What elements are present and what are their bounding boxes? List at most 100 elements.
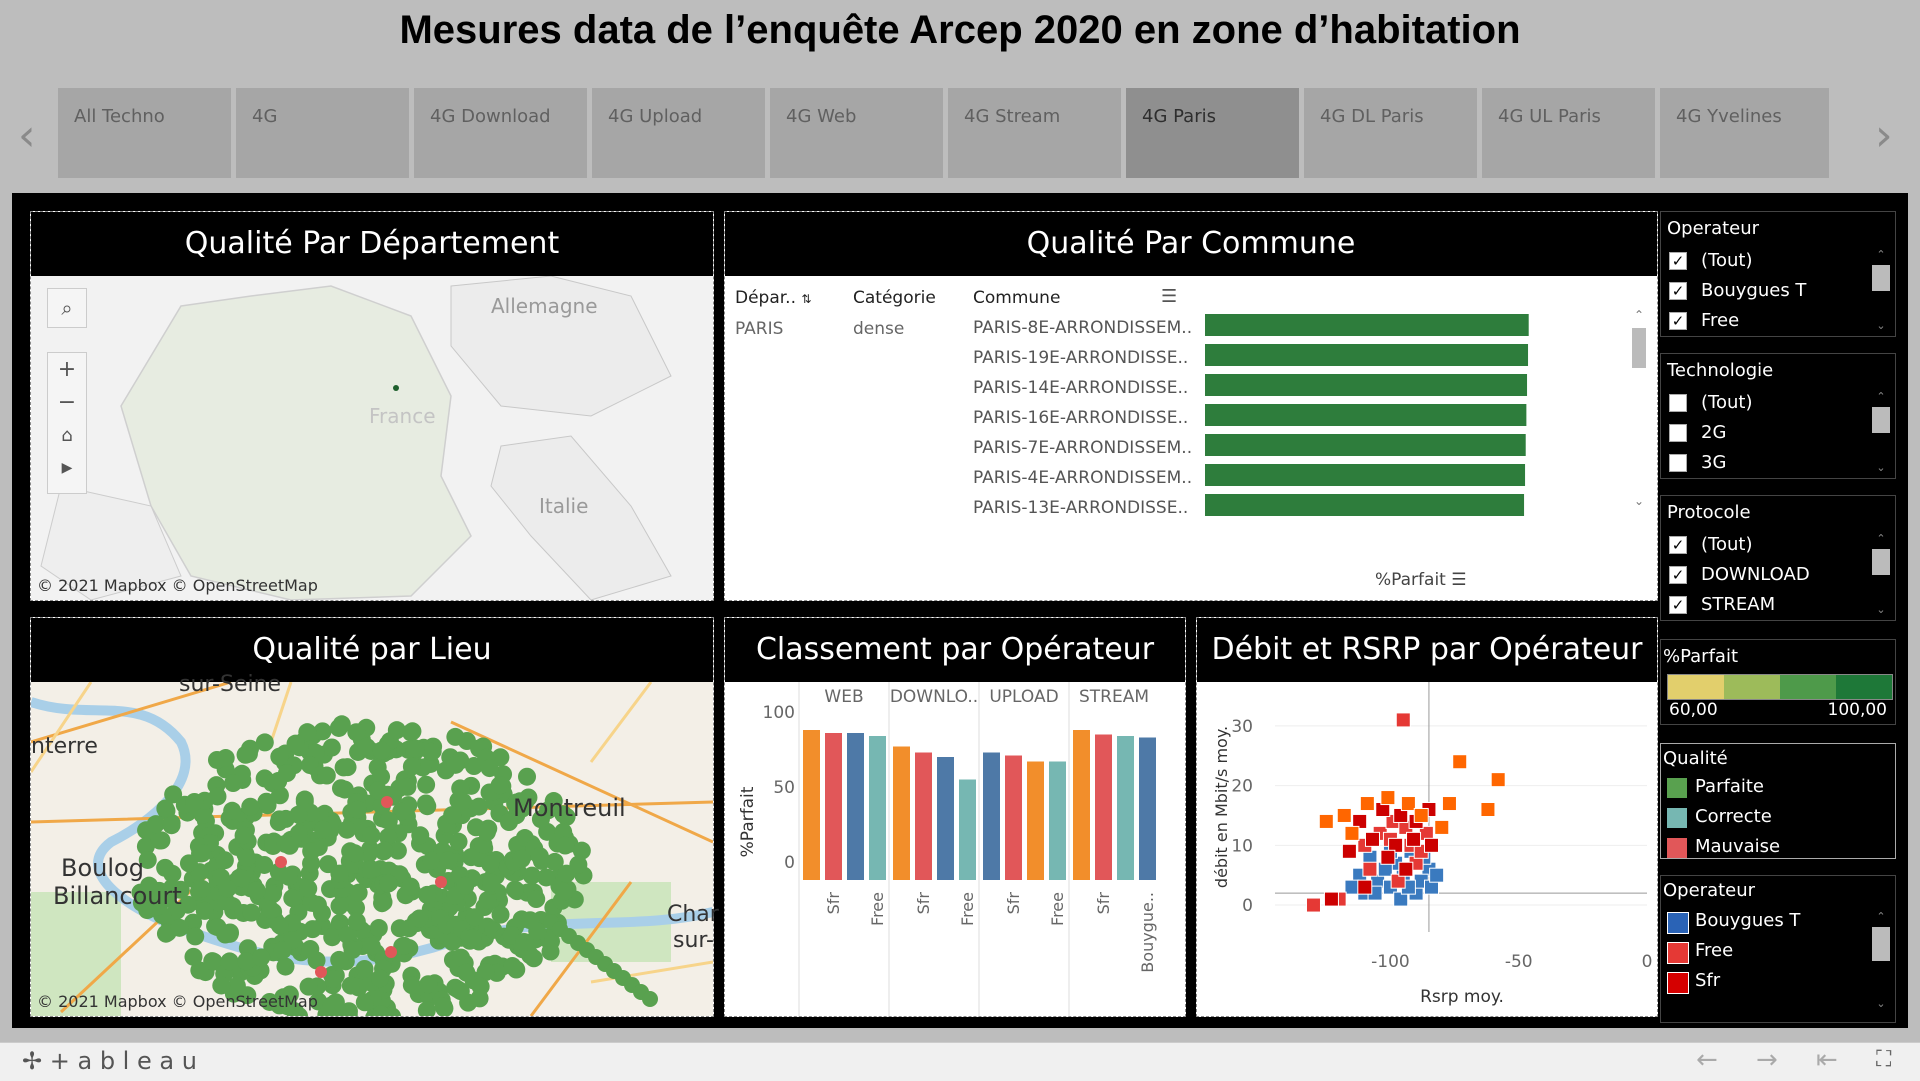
measure-dot[interactable] xyxy=(462,848,481,867)
operator-point[interactable] xyxy=(1452,754,1468,770)
measure-dot[interactable] xyxy=(398,777,417,796)
measure-dot[interactable] xyxy=(469,797,488,816)
measure-dot[interactable] xyxy=(185,792,204,811)
measure-dot[interactable] xyxy=(355,959,374,978)
zoom-out-icon[interactable]: − xyxy=(57,390,77,415)
measure-dot[interactable] xyxy=(204,952,223,971)
checkbox-label[interactable]: 2G xyxy=(1701,422,1727,443)
operator-bar[interactable] xyxy=(1139,737,1156,881)
classement-bar-chart[interactable]: %Parfait 0 50 100 WEB Sfr Free DOWNLO.. Sfr Free U… xyxy=(725,682,1185,1016)
operator-point[interactable] xyxy=(1362,861,1378,877)
measure-dot[interactable] xyxy=(406,739,425,758)
col-header-categorie[interactable]: Catégorie xyxy=(853,288,936,308)
operator-point[interactable] xyxy=(1393,891,1409,907)
measure-dot[interactable] xyxy=(422,851,441,870)
measure-dot[interactable] xyxy=(417,1001,436,1016)
measure-dot[interactable] xyxy=(313,820,332,839)
legend-swatch[interactable] xyxy=(1667,838,1687,858)
measure-dot[interactable] xyxy=(330,896,349,915)
measure-dot[interactable] xyxy=(357,737,376,756)
col-header-commune[interactable]: Commune xyxy=(973,288,1061,308)
measure-dot[interactable] xyxy=(170,918,189,937)
measure-dot[interactable] xyxy=(521,911,540,930)
scrollbar[interactable]: ⌃ ⌄ xyxy=(1871,390,1891,474)
measure-dot[interactable] xyxy=(332,715,351,734)
commune-bar[interactable] xyxy=(1205,494,1525,516)
measure-dot[interactable] xyxy=(518,767,537,786)
tab-6[interactable]: 4G Paris xyxy=(1126,88,1299,178)
measure-dot[interactable] xyxy=(349,883,368,902)
measure-dot[interactable] xyxy=(544,792,563,811)
measure-dot-bad[interactable] xyxy=(381,796,393,808)
measure-dot[interactable] xyxy=(224,774,243,793)
measure-dot[interactable] xyxy=(290,1007,308,1016)
measure-dot[interactable] xyxy=(456,876,475,895)
measure-dot[interactable] xyxy=(371,1005,390,1016)
operator-point[interactable] xyxy=(1441,796,1457,812)
measure-dot[interactable] xyxy=(140,876,159,895)
measure-dot[interactable] xyxy=(531,810,550,829)
measure-dot[interactable] xyxy=(355,993,374,1012)
checkbox[interactable] xyxy=(1669,454,1687,472)
measure-dot[interactable] xyxy=(142,899,161,918)
operator-bar[interactable] xyxy=(959,779,976,881)
sort-icon[interactable]: ⇅ xyxy=(801,292,812,306)
checkbox-label[interactable]: 3G xyxy=(1701,452,1727,473)
measure-dot[interactable] xyxy=(503,957,522,976)
revert-icon[interactable]: ⇤ xyxy=(1816,1045,1838,1075)
redo-icon[interactable]: → xyxy=(1756,1045,1778,1075)
measure-dot[interactable] xyxy=(237,848,256,867)
operator-point[interactable] xyxy=(1344,825,1360,841)
measure-dot[interactable] xyxy=(223,801,242,820)
measure-dot-bad[interactable] xyxy=(385,946,397,958)
measure-dot[interactable] xyxy=(322,738,341,757)
measure-dot[interactable] xyxy=(279,867,298,886)
measure-dot[interactable] xyxy=(252,948,271,967)
measure-dot[interactable] xyxy=(537,868,556,887)
measure-dot[interactable] xyxy=(227,976,246,995)
measure-dot[interactable] xyxy=(480,759,499,778)
measure-dot[interactable] xyxy=(505,880,524,899)
measure-dot[interactable] xyxy=(313,722,332,741)
measure-dot[interactable] xyxy=(215,851,234,870)
col-header-departement[interactable]: Dépar.. ⇅ xyxy=(735,288,812,308)
operator-bar[interactable] xyxy=(1117,736,1134,880)
checkbox[interactable]: ✓ xyxy=(1669,566,1687,584)
measure-dot[interactable] xyxy=(283,889,302,908)
measure-dot[interactable] xyxy=(216,749,235,768)
operator-bar[interactable] xyxy=(1073,730,1090,880)
checkbox-label[interactable]: (Tout) xyxy=(1701,250,1753,271)
measure-dot[interactable] xyxy=(309,992,328,1011)
measure-dot[interactable] xyxy=(443,806,462,825)
checkbox-label[interactable]: (Tout) xyxy=(1701,392,1753,413)
measure-dot[interactable] xyxy=(162,879,181,898)
legend-swatch[interactable] xyxy=(1667,778,1687,798)
measure-dot[interactable] xyxy=(269,772,288,791)
measure-dot[interactable] xyxy=(138,850,157,869)
measure-dot[interactable] xyxy=(388,841,407,860)
operator-point[interactable] xyxy=(1480,802,1496,817)
sfr-logo-icon[interactable] xyxy=(1667,972,1689,994)
measure-dot[interactable] xyxy=(324,969,343,988)
measure-dot[interactable] xyxy=(220,952,239,971)
measure-dot[interactable] xyxy=(234,826,253,845)
measure-dot[interactable] xyxy=(216,925,235,944)
measure-dot[interactable] xyxy=(545,852,564,871)
measure-dot[interactable] xyxy=(379,811,398,830)
checkbox[interactable]: ✓ xyxy=(1669,536,1687,554)
measure-dot[interactable] xyxy=(299,977,318,996)
operator-point[interactable] xyxy=(1323,891,1339,907)
measure-dot[interactable] xyxy=(236,745,255,764)
measure-dot[interactable] xyxy=(446,755,465,774)
checkbox-label[interactable]: DOWNLOAD xyxy=(1701,564,1810,585)
measure-dot[interactable] xyxy=(439,851,458,870)
measure-dot[interactable] xyxy=(451,779,470,798)
measure-dot[interactable] xyxy=(341,976,360,995)
map-search-icon[interactable]: ⌕ xyxy=(47,288,87,328)
measure-dot[interactable] xyxy=(443,933,462,952)
measure-dot[interactable] xyxy=(338,758,357,777)
operator-point[interactable] xyxy=(1380,790,1396,806)
measure-dot[interactable] xyxy=(146,815,165,834)
measure-dot[interactable] xyxy=(453,792,472,811)
measure-dot[interactable] xyxy=(419,975,438,994)
